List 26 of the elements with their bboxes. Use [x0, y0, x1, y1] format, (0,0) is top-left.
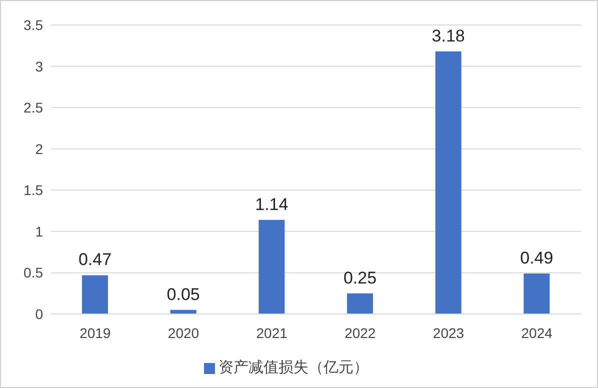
data-label: 3.18 — [432, 26, 465, 46]
legend-label: 资产减值损失（亿元） — [218, 359, 368, 376]
data-label: 0.49 — [520, 248, 554, 268]
x-tick-label: 2023 — [432, 324, 464, 341]
x-tick-label: 2019 — [80, 324, 111, 341]
y-tick-label: 2 — [35, 140, 44, 157]
y-tick-label: 3.5 — [24, 16, 44, 33]
y-tick-label: 0 — [35, 306, 44, 322]
bar — [258, 220, 285, 314]
x-tick-label: 2022 — [344, 324, 376, 341]
x-tick-label: 2020 — [168, 324, 200, 341]
bar — [435, 51, 462, 314]
y-tick-label: 2.5 — [24, 100, 44, 116]
data-label: 1.14 — [255, 194, 288, 214]
data-label: 0.25 — [343, 268, 377, 288]
bar — [524, 274, 550, 314]
data-label: 0.47 — [78, 250, 112, 270]
bar — [82, 275, 108, 314]
y-tick-label: 1.5 — [24, 182, 44, 198]
y-tick-label: 3 — [35, 58, 44, 74]
y-tick-label: 0.5 — [24, 264, 44, 281]
bar — [347, 293, 373, 314]
x-tick-label: 2021 — [256, 324, 288, 341]
y-tick-label: 1 — [35, 223, 44, 240]
x-tick-label: 2024 — [521, 324, 553, 341]
data-label: 0.05 — [166, 284, 200, 304]
